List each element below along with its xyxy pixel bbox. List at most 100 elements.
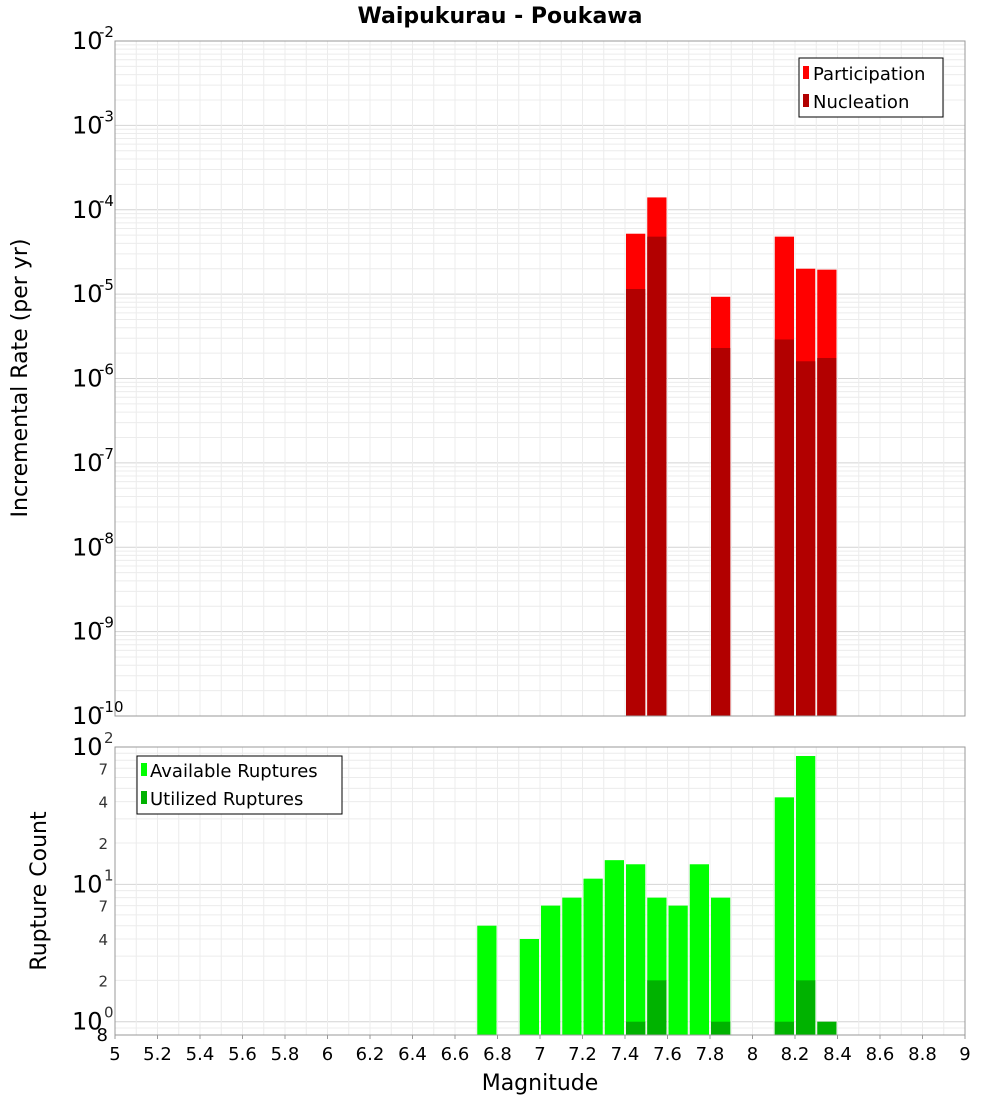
x-tick-label: 5: [109, 1044, 120, 1065]
x-tick-label: 6: [322, 1044, 333, 1065]
top-y-tick-label: 10-2: [72, 23, 114, 55]
tick-exponent: -6: [99, 361, 114, 379]
top-y-tick-label: 10-10: [72, 698, 124, 730]
bottom-y-minor-label: 2: [98, 972, 108, 990]
tick-exponent: -10: [99, 698, 124, 716]
tick-base: 10: [72, 1008, 103, 1036]
bar-nucleation: [796, 361, 816, 716]
top-gridlines: [114, 40, 966, 717]
legend-swatch-available-ruptures: [141, 763, 147, 776]
top-y-tick-label: 10-5: [72, 276, 114, 308]
x-tick-label: 6.4: [398, 1044, 427, 1065]
top-y-tick-label: 10-4: [72, 192, 114, 224]
top-y-tick-label: 10-6: [72, 361, 114, 393]
bar-available-ruptures: [541, 905, 561, 1035]
bottom-y-minor-label: 7: [98, 898, 108, 916]
bottom-bars: [477, 755, 837, 1035]
x-tick-label: 7.2: [568, 1044, 597, 1065]
x-tick-label: 5.4: [186, 1044, 215, 1065]
bar-available-ruptures: [562, 897, 582, 1035]
bottom-legend: Available Ruptures Utilized Ruptures: [136, 755, 343, 815]
tick-base: 10: [72, 27, 103, 55]
x-tick-label: 6.8: [483, 1044, 512, 1065]
tick-base: 10: [72, 449, 103, 477]
bottom-y-minor-label: 4: [98, 931, 108, 949]
x-tick-label: 8.4: [823, 1044, 852, 1065]
tick-exponent: -8: [99, 529, 114, 547]
bar-utilized-ruptures: [817, 1021, 837, 1035]
bottom-y-minor-label: 8: [97, 1025, 108, 1046]
tick-exponent: -4: [99, 192, 114, 210]
bar-nucleation: [647, 236, 667, 716]
tick-exponent: 0: [104, 1004, 114, 1022]
x-axis-title: Magnitude: [482, 1071, 599, 1096]
tick-base: 10: [72, 618, 103, 646]
tick-base: 10: [72, 870, 103, 898]
bottom-y-major-label: 10 1: [72, 866, 114, 898]
bar-available-ruptures: [711, 897, 731, 1035]
x-tick-label: 6.2: [356, 1044, 385, 1065]
bottom-legend-box: [136, 755, 343, 815]
top-legend: Participation Nucleation: [798, 57, 944, 118]
x-tick-label: 8.2: [781, 1044, 810, 1065]
bar-available-ruptures: [774, 797, 794, 1035]
x-tick-label: 5.2: [143, 1044, 172, 1065]
tick-exponent: 1: [104, 866, 114, 884]
top-y-tick-label: 10-3: [72, 107, 114, 139]
bottom-y-minor-label: 2: [98, 835, 108, 853]
top-legend-box: [798, 57, 944, 118]
top-bars: [626, 197, 837, 717]
bottom-x-ticks: 5 5.2 5.4 5.6 5.8 6 6.2 6.4 6.6 6.8 7 7.2 7.4 7.6 7.8 8…: [109, 1035, 971, 1065]
bottom-y-major-label: 10 2: [72, 729, 114, 761]
tick-exponent: -2: [99, 23, 114, 41]
bar-available-ruptures: [604, 860, 624, 1035]
top-y-tick-label: 10-9: [72, 614, 114, 646]
tick-exponent: 2: [104, 729, 114, 747]
x-tick-label: 8: [747, 1044, 758, 1065]
bar-nucleation: [711, 347, 731, 716]
bar-utilized-ruptures: [626, 1021, 646, 1035]
top-y-tick-label: 10-7: [72, 445, 114, 477]
bar-available-ruptures: [477, 925, 497, 1035]
x-tick-label: 7.8: [696, 1044, 725, 1065]
x-tick-label: 7.4: [611, 1044, 640, 1065]
x-tick-label: 8.6: [866, 1044, 895, 1065]
tick-exponent: -7: [99, 445, 114, 463]
bar-nucleation: [817, 357, 837, 716]
x-tick-label: 6.6: [441, 1044, 470, 1065]
legend-swatch-nucleation: [803, 94, 809, 107]
legend-label-available-ruptures: Available Ruptures: [150, 761, 318, 782]
bar-nucleation: [626, 289, 646, 716]
tick-base: 10: [72, 365, 103, 393]
bottom-y-minor-label: 7: [98, 760, 108, 778]
tick-exponent: -9: [99, 614, 114, 632]
bar-available-ruptures: [668, 905, 688, 1035]
legend-label-utilized-ruptures: Utilized Ruptures: [150, 789, 303, 810]
tick-base: 10: [72, 196, 103, 224]
tick-base: 10: [72, 702, 103, 730]
top-y-axis-title: Incremental Rate (per yr): [8, 239, 33, 518]
x-tick-label: 7: [534, 1044, 545, 1065]
bar-available-ruptures: [796, 755, 816, 1035]
tick-base: 10: [72, 533, 103, 561]
bottom-y-minor-label: 4: [98, 794, 108, 812]
x-tick-label: 5.6: [228, 1044, 257, 1065]
bar-available-ruptures: [583, 878, 603, 1035]
bottom-y-major-label: 10 0: [72, 1004, 114, 1036]
bar-available-ruptures: [519, 939, 539, 1035]
x-tick-label: 7.6: [653, 1044, 682, 1065]
top-plot-frame: [114, 40, 966, 717]
tick-base: 10: [72, 733, 103, 761]
tick-base: 10: [72, 111, 103, 139]
x-tick-label: 5.8: [271, 1044, 300, 1065]
tick-exponent: -3: [99, 107, 114, 125]
bar-available-ruptures: [689, 864, 709, 1035]
legend-label-nucleation: Nucleation: [813, 92, 909, 113]
x-tick-label: 9: [959, 1044, 970, 1065]
bar-utilized-ruptures: [774, 1021, 794, 1035]
chart-title: Waipukurau - Poukawa: [358, 4, 643, 29]
bar-utilized-ruptures: [796, 980, 816, 1035]
